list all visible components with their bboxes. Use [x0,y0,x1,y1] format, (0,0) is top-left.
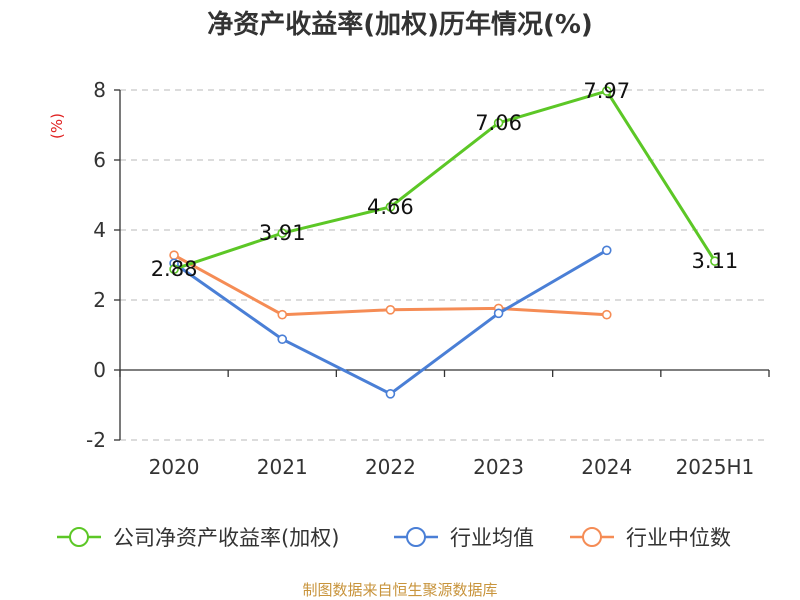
data-point [710,256,720,266]
data-point [493,118,504,128]
y-tick-label: -2 [86,428,106,452]
data-point [169,264,179,275]
data-point [277,334,288,345]
legend: 公司净资产收益率(加权) 行业均值 行业中位数 [57,526,731,550]
data-labels: 2.88 3.91 4.66 7.06 7.97 3.11 [151,79,739,281]
gridlines [120,89,769,441]
series-line-1 [173,249,608,396]
data-point [493,308,504,319]
data-point [385,388,396,399]
series-line-0 [173,89,717,271]
legend-label: 公司净资产收益率(加权) [113,526,339,550]
source-note: 制图数据来自恒生聚源数据库 [302,581,497,599]
data-label: 4.66 [367,195,414,219]
y-axis-unit: (%) [48,113,66,139]
axes [114,89,770,441]
y-tick-label: 2 [93,288,106,312]
series-lines [169,86,720,399]
legend-swatch-marker [582,527,602,547]
y-tick-label: 6 [93,148,106,172]
x-tick-labels: 2020 2021 2022 2023 2024 2025H1 [149,455,755,479]
x-tick-label: 2025H1 [676,455,755,479]
legend-swatch-marker [69,527,89,547]
data-point [601,309,612,320]
data-label: 7.97 [583,79,630,103]
x-tick-label: 2023 [473,455,524,479]
data-point [277,228,288,238]
data-label: 3.91 [259,221,306,245]
legend-label: 行业中位数 [626,526,731,550]
data-point [601,245,612,256]
data-label: 3.11 [692,249,739,273]
legend-swatch-marker [406,527,426,547]
y-tick-labels: -2 0 2 4 6 8 [86,78,106,452]
data-point [385,202,396,212]
data-point [385,304,396,315]
y-tick-label: 0 [93,358,106,382]
data-point [277,309,288,320]
x-tick-label: 2020 [149,455,200,479]
data-point [601,86,612,96]
chart-title: 净资产收益率(加权)历年情况(%) [207,9,593,40]
y-tick-label: 4 [93,218,106,242]
legend-label: 行业均值 [450,526,534,550]
y-tick-label: 8 [93,78,106,102]
x-tick-label: 2021 [257,455,308,479]
x-tick-label: 2022 [365,455,416,479]
data-label: 2.88 [151,257,198,281]
data-label: 7.06 [475,111,522,135]
x-tick-label: 2024 [581,455,632,479]
